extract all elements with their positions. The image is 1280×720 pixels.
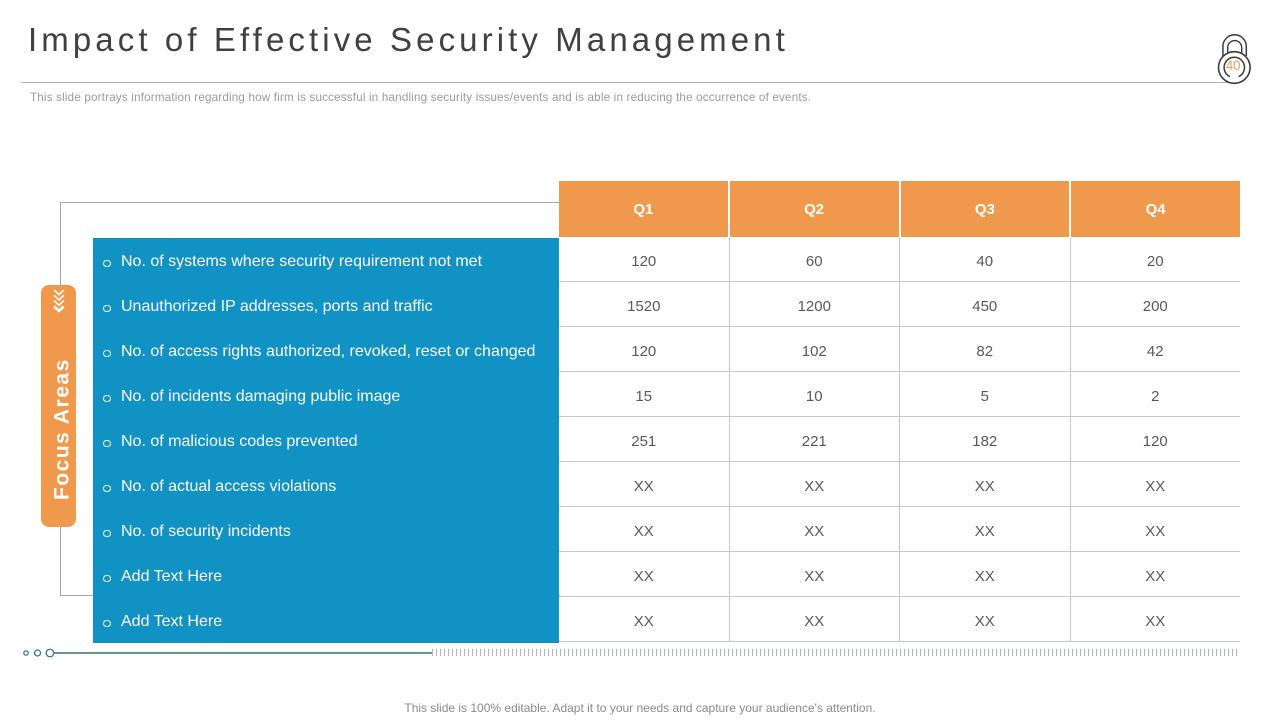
svg-text:40: 40	[1226, 58, 1240, 73]
